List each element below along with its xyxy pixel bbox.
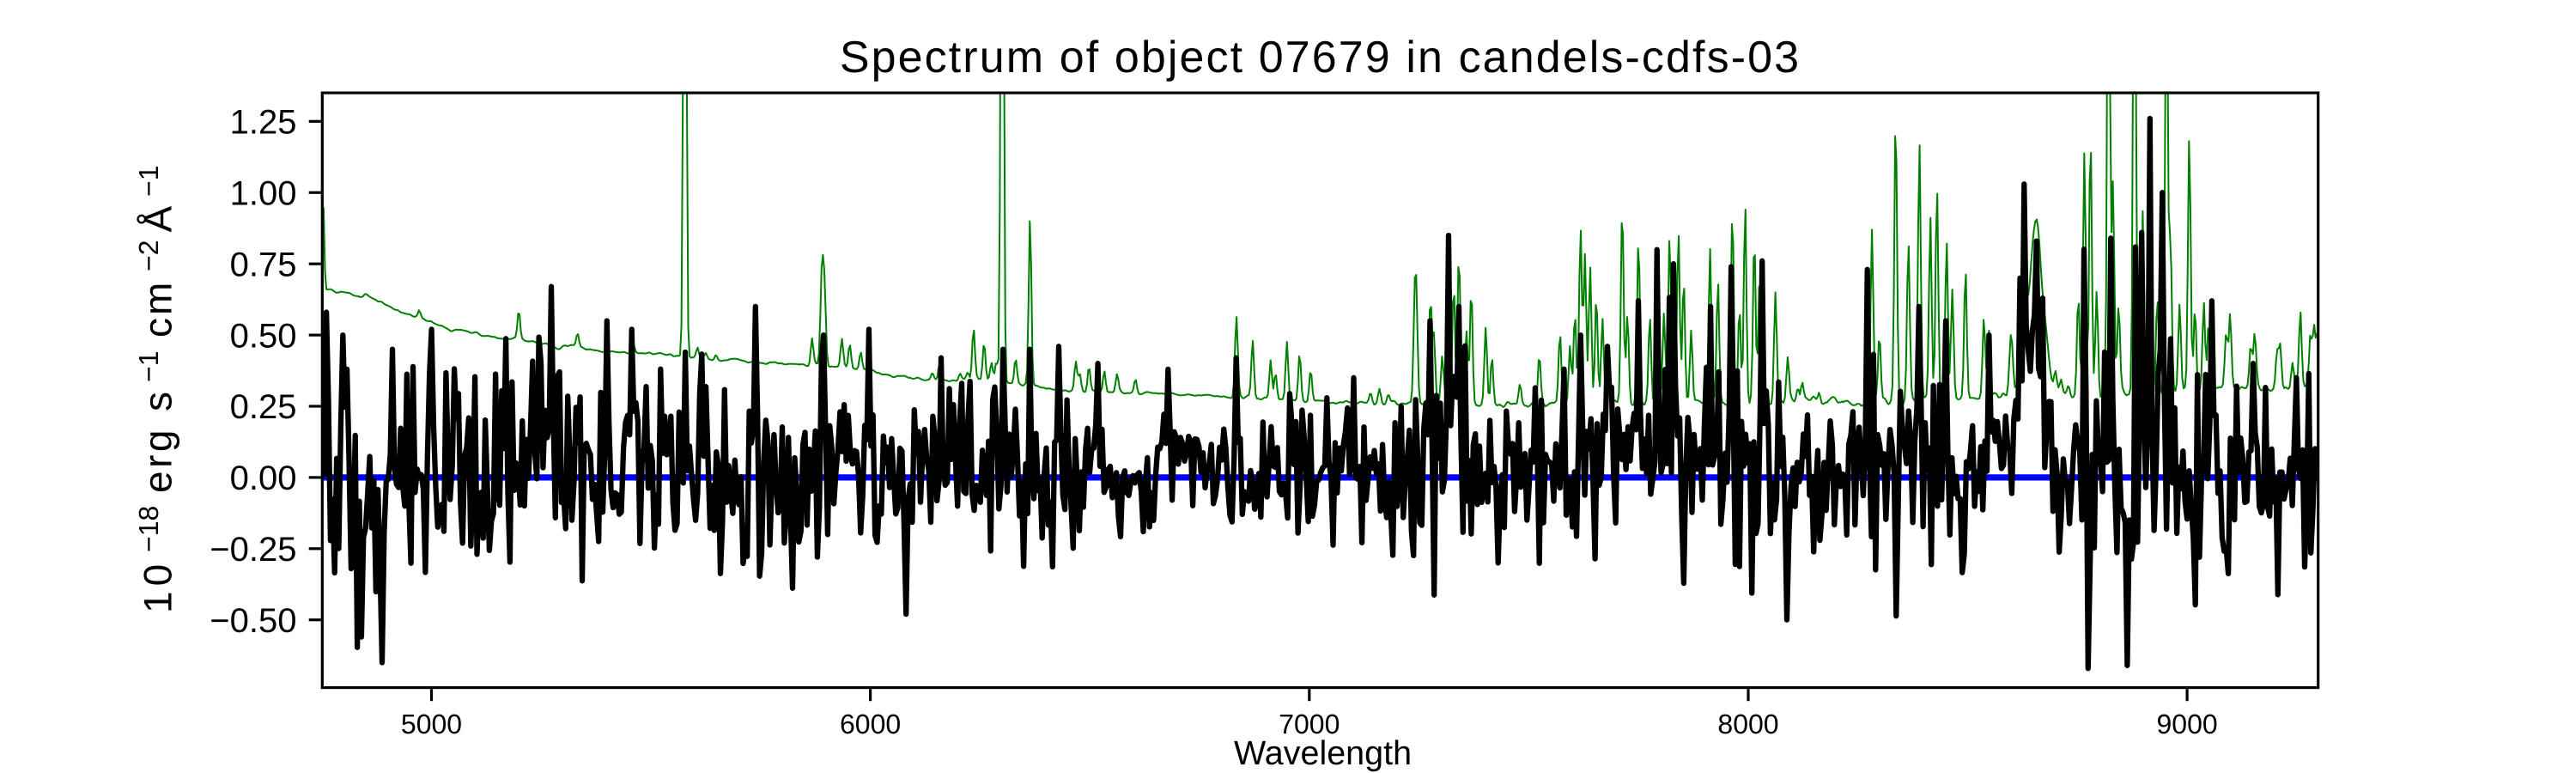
svg-text:0.25: 0.25 (230, 388, 297, 426)
svg-text:9000: 9000 (2157, 709, 2218, 740)
svg-text:Wavelength: Wavelength (1234, 734, 1412, 772)
svg-text:Å: Å (136, 206, 180, 233)
svg-text:Spectrum of object 07679 in ca: Spectrum of object 07679 in candels-cdfs… (840, 33, 1801, 82)
svg-text:5000: 5000 (401, 709, 462, 740)
svg-text:s: s (136, 392, 180, 411)
svg-text:−2: −2 (133, 240, 164, 271)
svg-text:−1: −1 (133, 166, 164, 197)
svg-text:erg: erg (136, 427, 180, 493)
svg-text:0.75: 0.75 (230, 246, 297, 283)
svg-text:−0.50: −0.50 (210, 602, 296, 640)
svg-text:1.00: 1.00 (230, 174, 297, 212)
svg-text:7000: 7000 (1279, 709, 1340, 740)
svg-text:10: 10 (136, 559, 180, 613)
svg-text:8000: 8000 (1717, 709, 1778, 740)
svg-text:0.00: 0.00 (230, 460, 297, 497)
svg-text:0.50: 0.50 (230, 317, 297, 355)
svg-text:cm: cm (136, 280, 180, 338)
svg-text:−0.25: −0.25 (210, 531, 296, 569)
svg-text:−1: −1 (133, 351, 164, 382)
svg-text:−18: −18 (133, 506, 164, 552)
svg-text:1.25: 1.25 (230, 104, 297, 142)
svg-text:6000: 6000 (840, 709, 901, 740)
